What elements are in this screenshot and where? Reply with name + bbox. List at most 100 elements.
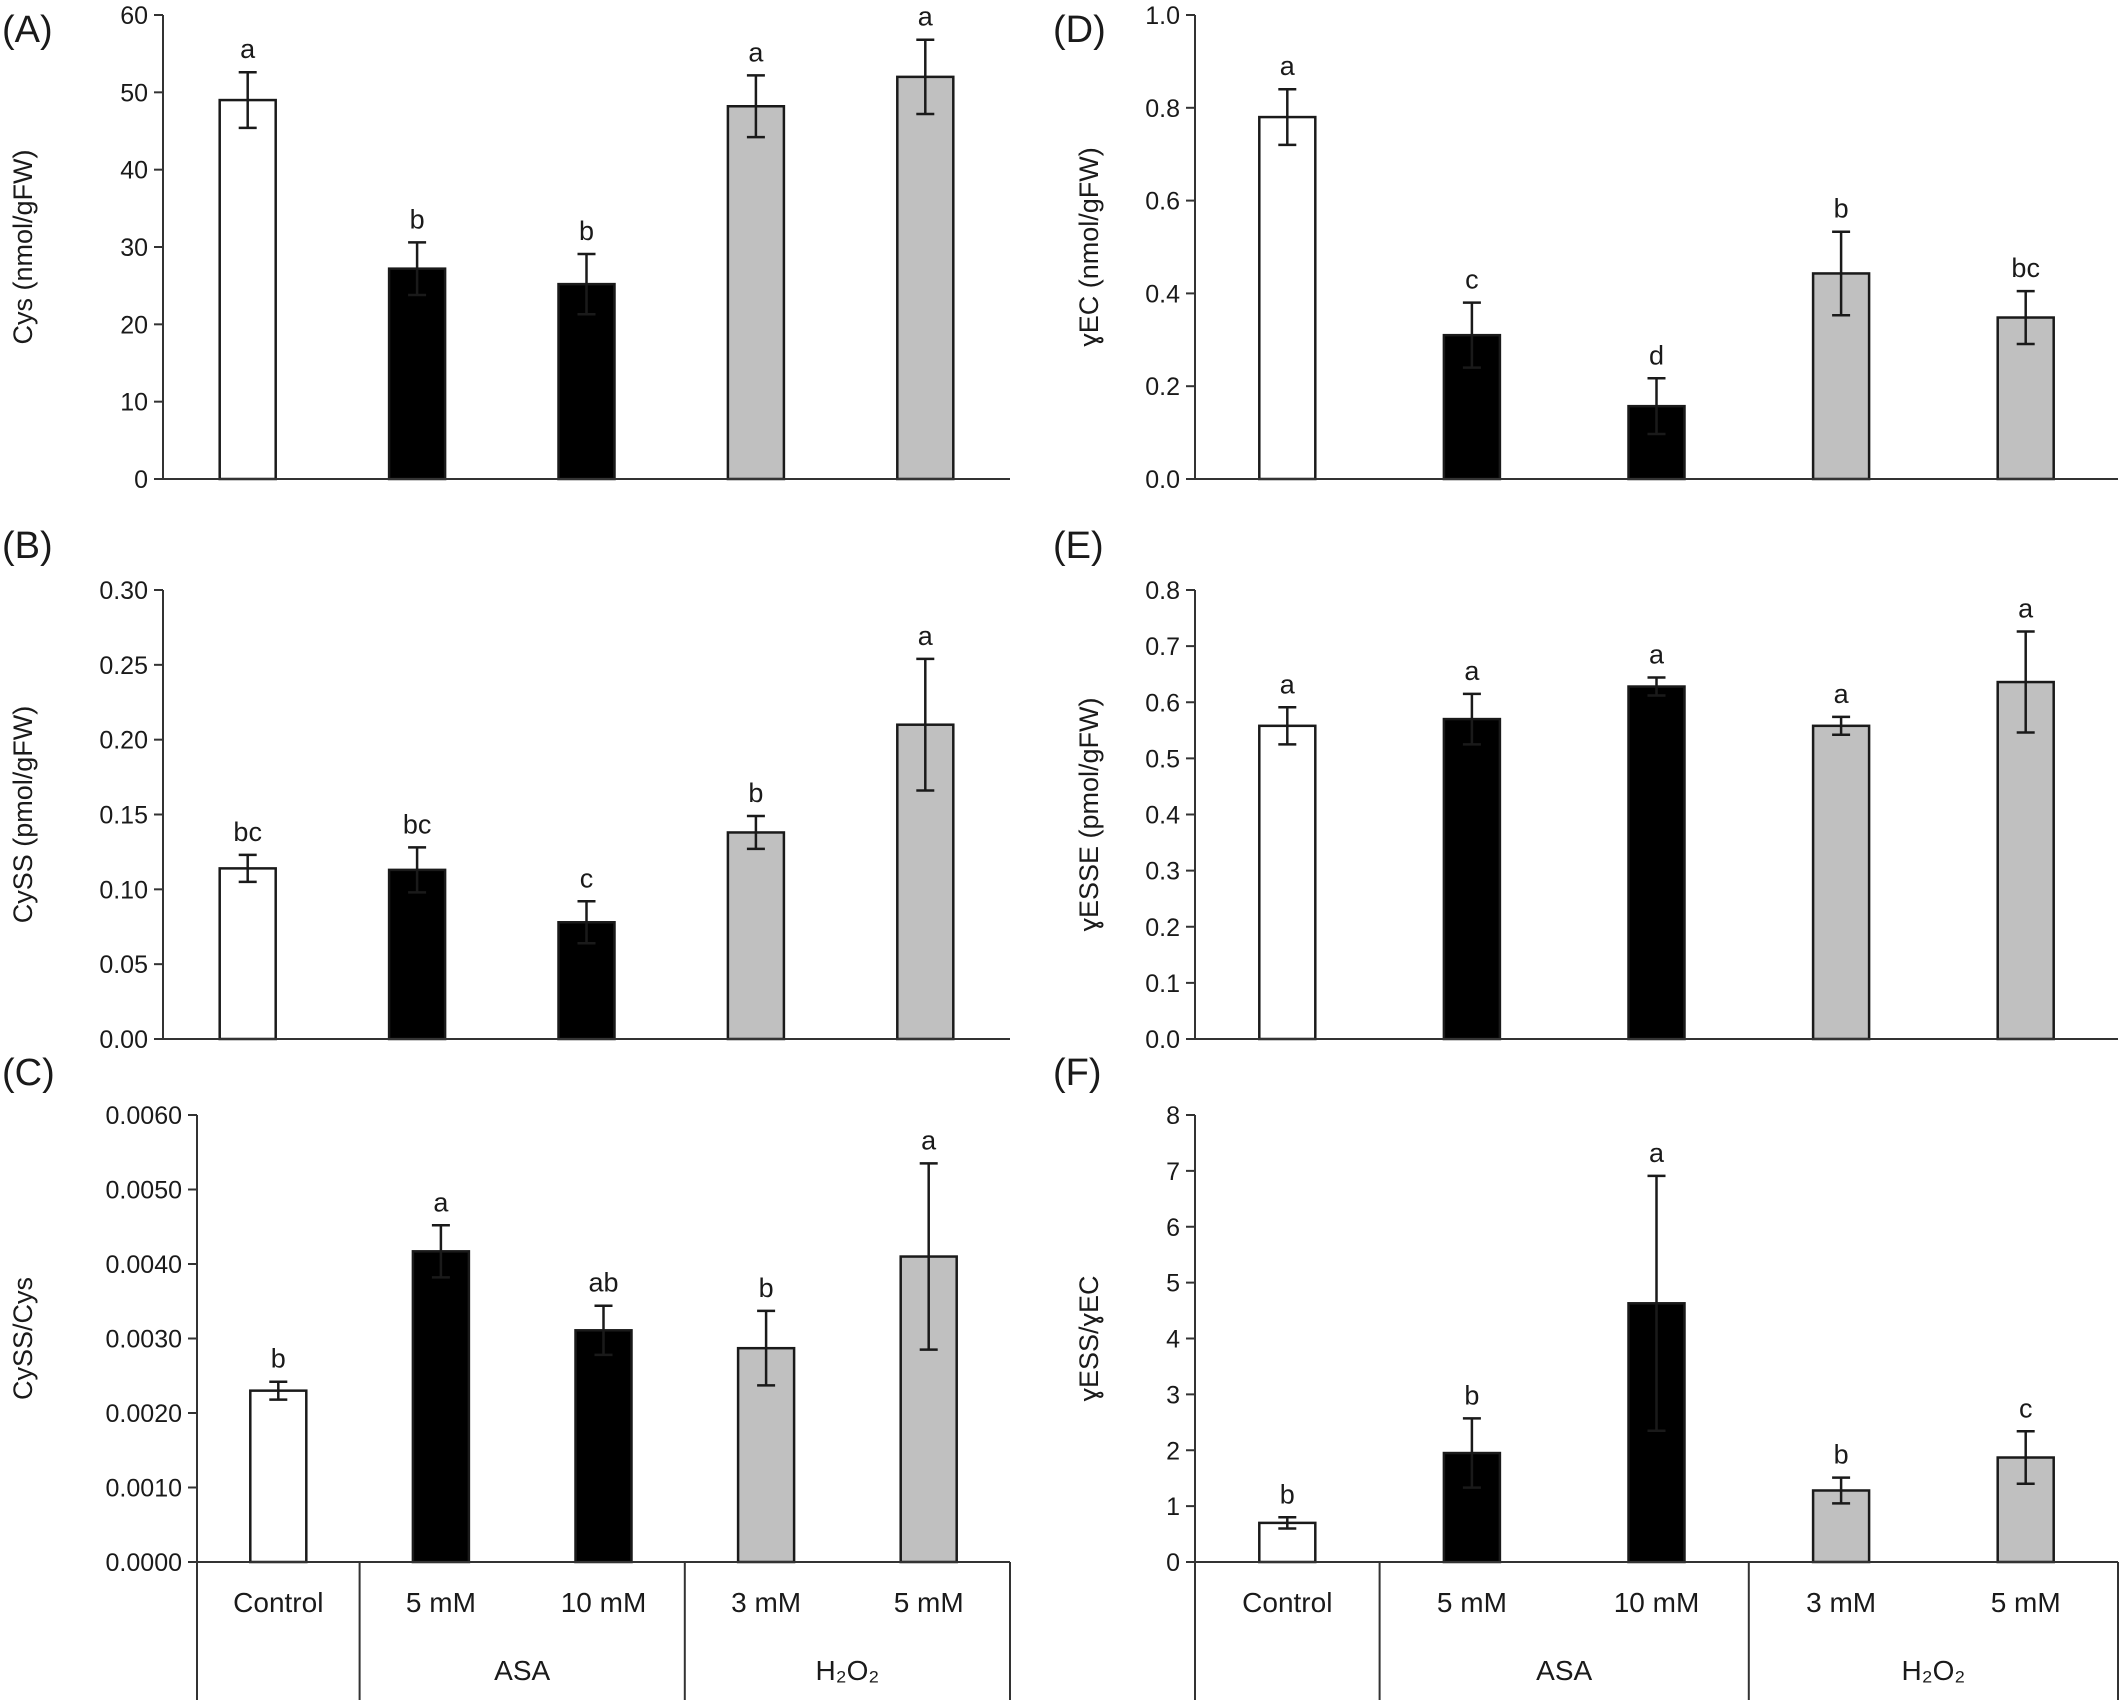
significance-label: a	[918, 2, 934, 32]
bar	[1627, 685, 1686, 1041]
chart-panel-2: (B) 0.00 0.05 0.10 0.15 0.20 0.25 0.30 CySS (pmo…	[2, 525, 1010, 1054]
y-tick-label: 0.3	[1145, 858, 1180, 886]
y-tick-label: 0.0040	[106, 1251, 182, 1279]
y-tick-label: 40	[120, 157, 148, 185]
bar	[249, 1389, 308, 1564]
y-tick-label: 8	[1166, 1102, 1180, 1130]
category-label: 3 mM	[731, 1587, 801, 1618]
y-tick-label: 0.15	[99, 802, 148, 830]
bar	[1996, 680, 2055, 1041]
category-label: 10 mM	[1614, 1587, 1700, 1618]
y-tick-label: 0.0	[1145, 466, 1180, 494]
bar	[1258, 724, 1317, 1041]
y-axis-label: ɣESSE (pmol/gFW)	[1074, 697, 1104, 931]
significance-label: a	[1280, 51, 1296, 81]
significance-label: bc	[233, 817, 262, 847]
significance-label: b	[1834, 194, 1849, 224]
y-tick-label: 0.2	[1145, 914, 1180, 942]
y-axis-label: ɣESS/ɣEC	[1074, 1275, 1104, 1401]
y-tick-label: 0.0000	[106, 1549, 182, 1577]
group-label: H₂O₂	[1902, 1655, 1966, 1686]
significance-label: a	[1649, 640, 1665, 670]
y-tick-label: 30	[120, 234, 148, 262]
bar	[1258, 115, 1317, 481]
significance-label: b	[271, 1344, 286, 1374]
significance-label: ab	[588, 1268, 618, 1298]
bar	[726, 831, 786, 1041]
significance-label: a	[748, 37, 764, 67]
y-tick-label: 0.6	[1145, 188, 1180, 216]
bar	[387, 267, 447, 481]
chart-panel-1: (A) 0 10 20 30 40 50 60 Cys (nmol/gFW) a b b a a	[2, 2, 1010, 494]
y-tick-label: 0.4	[1145, 802, 1180, 830]
y-tick-label: 0.2	[1145, 373, 1180, 401]
bar	[218, 867, 277, 1041]
y-tick-label: 7	[1166, 1158, 1180, 1186]
y-tick-label: 4	[1166, 1326, 1180, 1354]
y-tick-label: 0.0030	[106, 1326, 182, 1354]
category-label: 5 mM	[1991, 1587, 2061, 1618]
y-tick-label: 0	[134, 466, 148, 494]
significance-label: a	[918, 621, 934, 651]
y-tick-label: 1	[1166, 1493, 1180, 1521]
significance-label: a	[240, 34, 256, 64]
y-tick-label: 3	[1166, 1381, 1180, 1409]
category-label: 5 mM	[894, 1587, 964, 1618]
significance-label: c	[2019, 1393, 2033, 1423]
chart-panel-6: (F) 0 1 2 3 4 5 6 7 8 ɣESS/ɣEC b b a b c Control 5 mM 10 m…	[1053, 1052, 2119, 1700]
y-tick-label: 0.6	[1145, 689, 1180, 717]
bar	[411, 1250, 471, 1564]
y-tick-label: 0.5	[1145, 745, 1180, 773]
significance-label: a	[433, 1187, 449, 1217]
significance-label: a	[2018, 594, 2034, 624]
y-tick-label: 0.1	[1145, 970, 1180, 998]
panel-label: (C)	[2, 1052, 55, 1094]
bar	[896, 75, 955, 481]
significance-label: b	[748, 778, 763, 808]
panel-label: (B)	[2, 525, 53, 567]
y-tick-label: 0.30	[99, 577, 148, 605]
significance-label: b	[1834, 1440, 1849, 1470]
significance-label: a	[1649, 1138, 1665, 1168]
y-tick-label: 0.0060	[106, 1102, 182, 1130]
panel-label: (A)	[2, 9, 53, 51]
y-tick-label: 10	[120, 389, 148, 417]
y-tick-label: 0.05	[99, 951, 148, 979]
y-tick-label: 2	[1166, 1437, 1180, 1465]
significance-label: b	[410, 204, 425, 234]
significance-label: b	[579, 216, 594, 246]
y-tick-label: 0.0	[1145, 1026, 1180, 1054]
y-tick-label: 0.0020	[106, 1400, 182, 1428]
bar	[218, 98, 277, 481]
group-label: H₂O₂	[816, 1655, 880, 1686]
significance-label: c	[580, 863, 594, 893]
y-tick-label: 0.25	[99, 652, 148, 680]
category-label: 3 mM	[1806, 1587, 1876, 1618]
category-label: 5 mM	[406, 1587, 476, 1618]
y-tick-label: 5	[1166, 1270, 1180, 1298]
category-label: 5 mM	[1437, 1587, 1507, 1618]
bar	[574, 1329, 633, 1564]
category-label: Control	[1242, 1587, 1332, 1618]
panel-label: (E)	[1053, 525, 1104, 567]
category-label: 10 mM	[561, 1587, 647, 1618]
y-tick-label: 60	[120, 2, 148, 30]
bar	[387, 868, 447, 1041]
y-tick-label: 50	[120, 79, 148, 107]
y-tick-label: 0.7	[1145, 633, 1180, 661]
y-tick-label: 0.8	[1145, 577, 1180, 605]
y-axis-label: CySS (pmol/gFW)	[8, 706, 38, 924]
y-tick-label: 0.0010	[106, 1475, 182, 1503]
significance-label: a	[1464, 656, 1480, 686]
y-axis-label: Cys (nmol/gFW)	[8, 150, 38, 345]
significance-label: a	[921, 1125, 937, 1155]
y-tick-label: 0.8	[1145, 95, 1180, 123]
chart-panel-3: (C) 0.0000 0.0010 0.0020 0.0030 0.0040 0.0050 0…	[2, 1052, 1011, 1700]
bar	[1811, 724, 1871, 1041]
y-tick-label: 0.4	[1145, 280, 1180, 308]
y-tick-label: 0.20	[99, 727, 148, 755]
y-axis-label: CySS/Cys	[8, 1277, 38, 1400]
significance-label: c	[1465, 265, 1479, 295]
panel-label: (F)	[1053, 1052, 1102, 1094]
